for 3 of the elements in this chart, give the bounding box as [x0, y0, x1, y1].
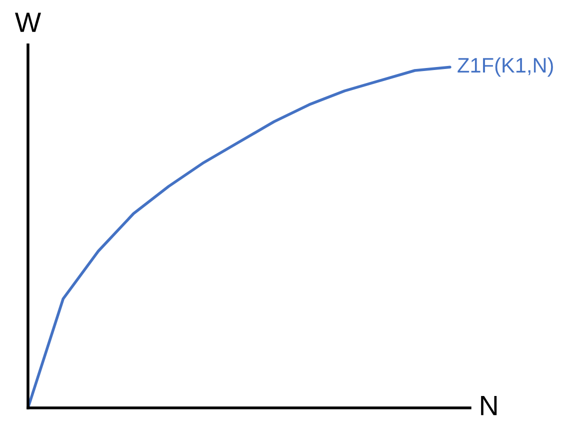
y-axis-title: W: [14, 12, 41, 32]
series-label: Z1F(K1,N): [458, 57, 553, 77]
x-axis-title: N: [481, 396, 497, 416]
